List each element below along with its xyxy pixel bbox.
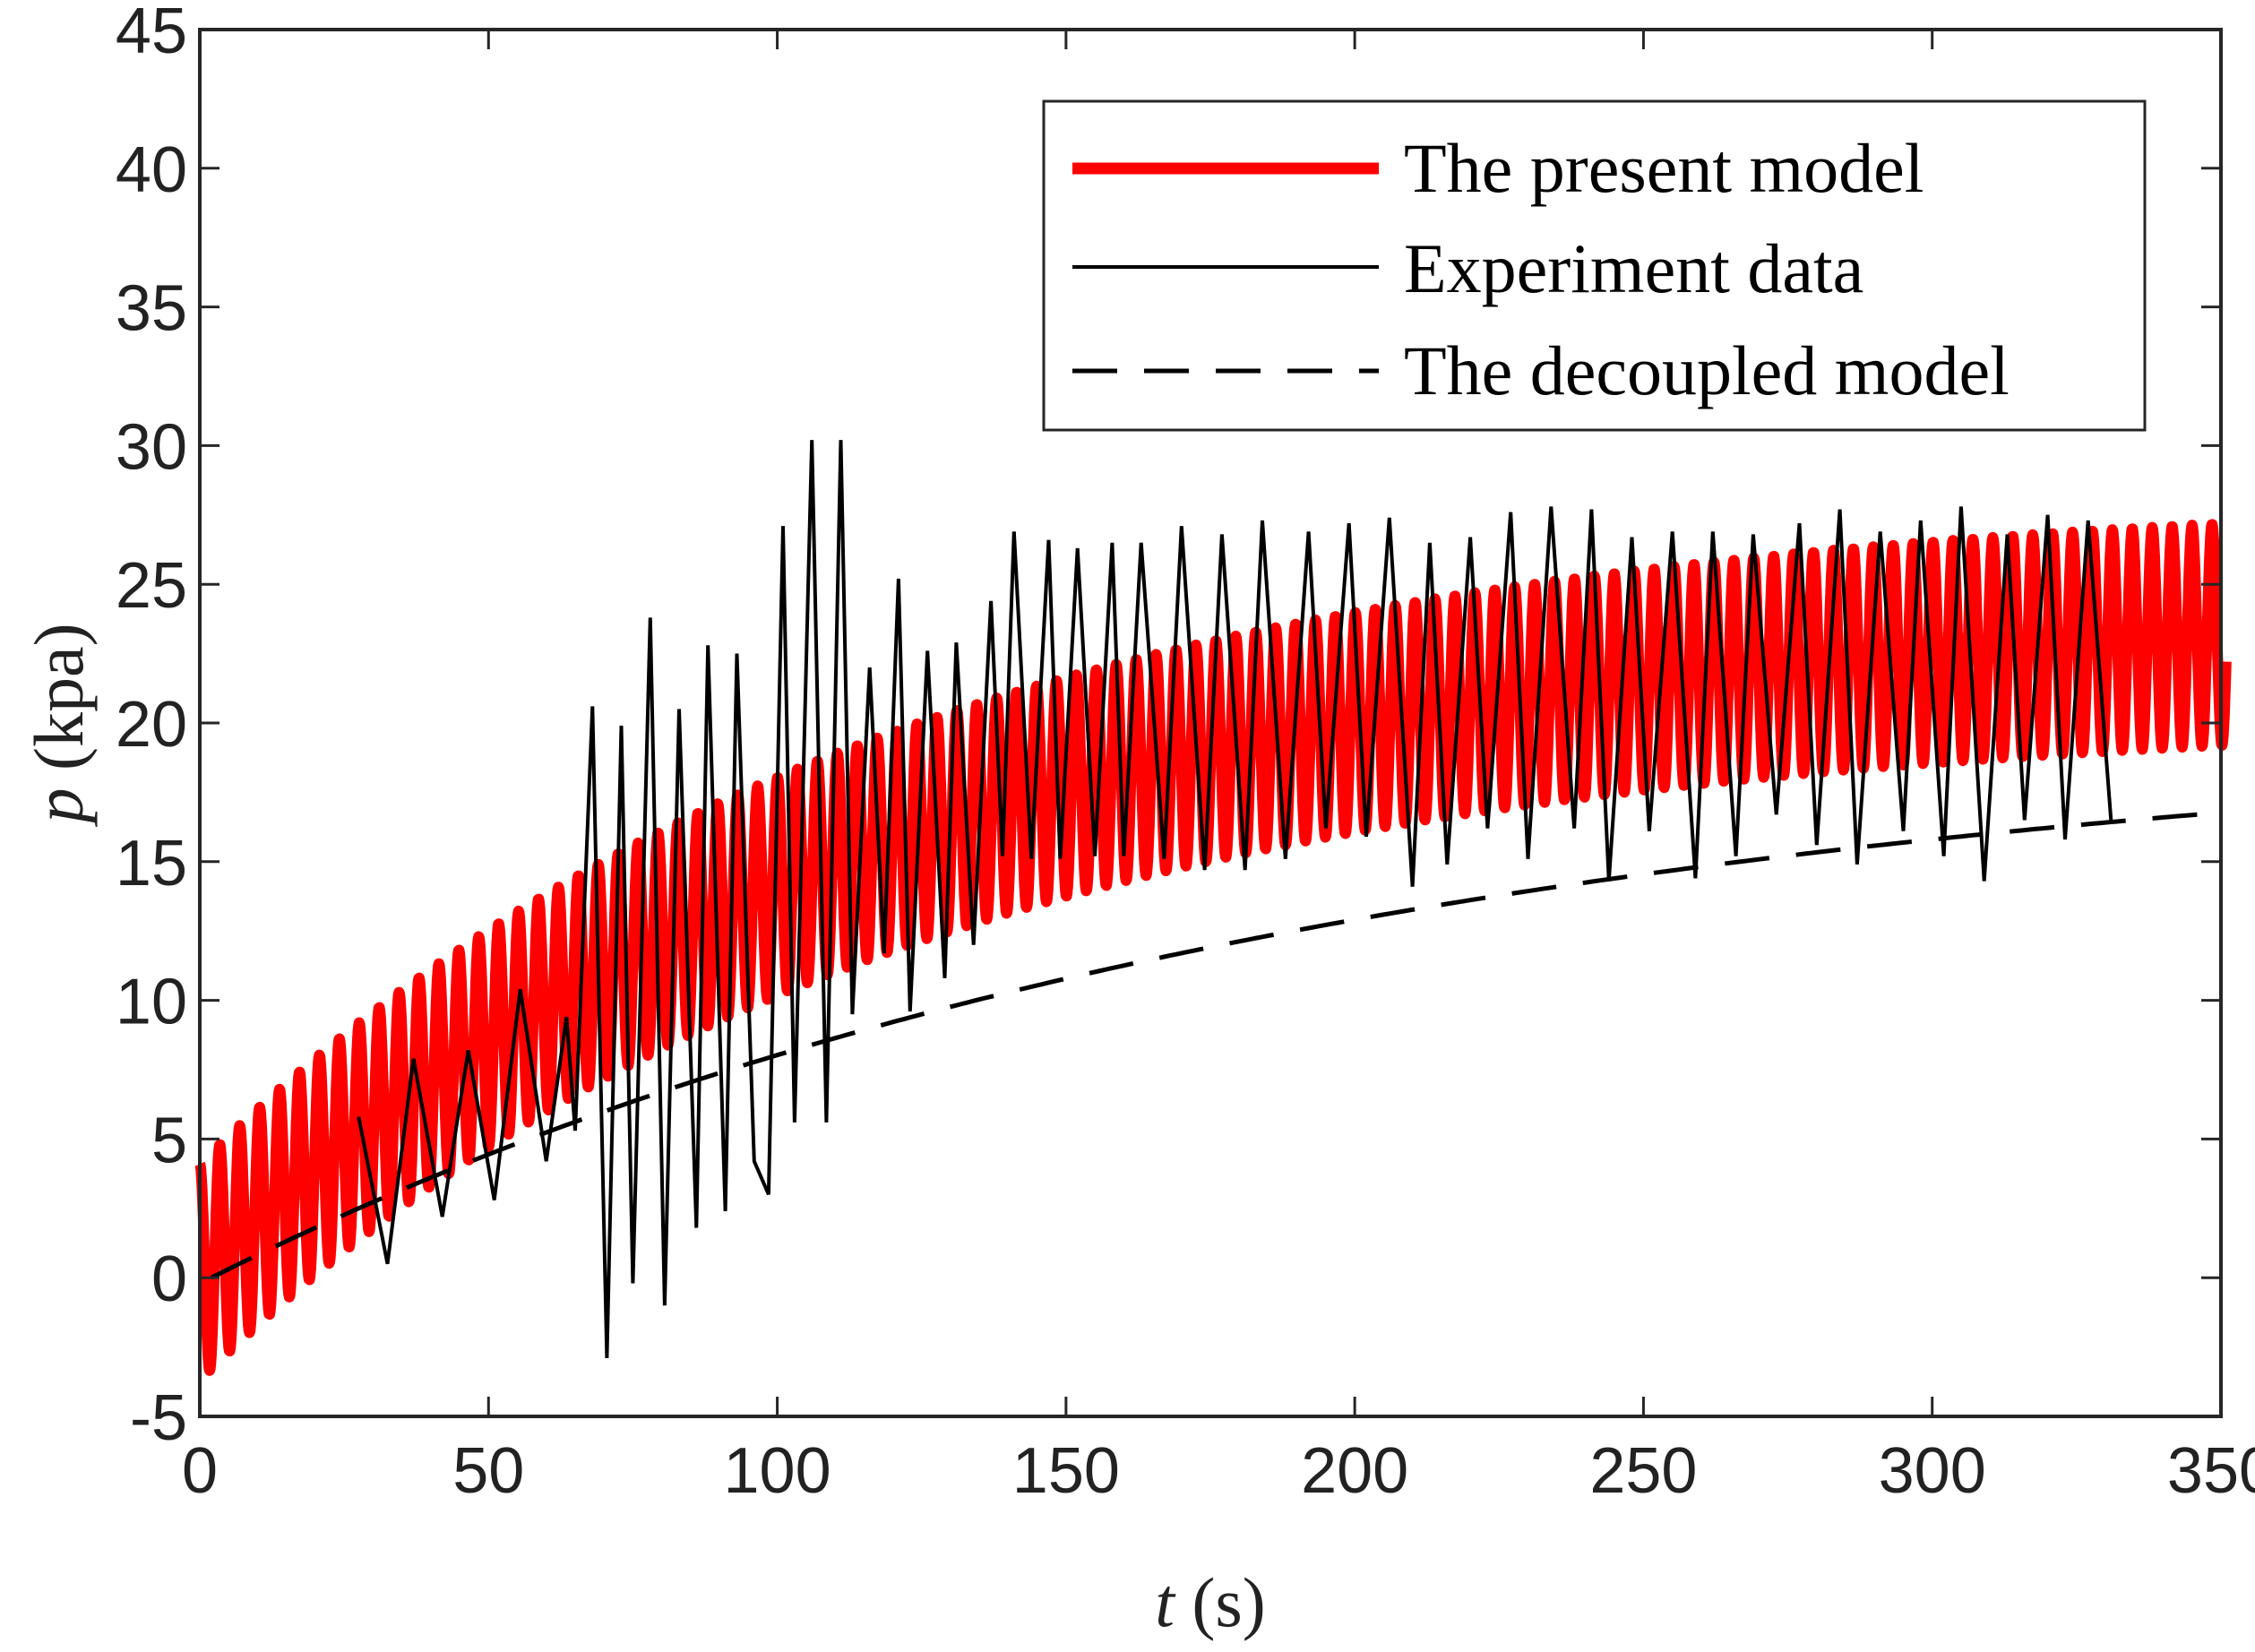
legend-label-present-model: The present model	[1404, 129, 1924, 207]
x-tick-label: 0	[182, 1435, 218, 1507]
y-axis-variable: p	[20, 788, 98, 828]
legend-label-decoupled-model: The decoupled model	[1404, 331, 2010, 409]
x-tick-label: 200	[1301, 1435, 1408, 1507]
y-tick-label: 20	[116, 689, 187, 761]
x-tick-label: 100	[724, 1435, 831, 1507]
y-tick-label: 10	[116, 967, 187, 1038]
x-tick-label: 250	[1589, 1435, 1697, 1507]
y-tick-label: 25	[116, 550, 187, 622]
y-tick-label: 35	[116, 273, 187, 345]
series-layer	[194, 440, 2232, 1376]
x-axis-unit: (s)	[1175, 1563, 1266, 1641]
y-tick-label: 0	[151, 1243, 187, 1315]
y-tick-label: 40	[116, 134, 187, 206]
x-tick-label: 350	[2167, 1435, 2255, 1507]
y-tick-label: 15	[116, 828, 187, 899]
x-tick-label: 50	[452, 1435, 524, 1507]
y-tick-label: 5	[151, 1105, 187, 1176]
x-axis-label: t (s)	[1155, 1563, 1265, 1641]
y-tick-label: -5	[130, 1382, 187, 1454]
y-axis-unit: (kpa)	[20, 623, 98, 787]
x-axis-variable: t	[1155, 1563, 1176, 1641]
x-tick-label: 300	[1879, 1435, 1986, 1507]
y-tick-label: 30	[116, 411, 187, 483]
y-axis-label: p (kpa)	[20, 623, 98, 827]
legend-label-experiment-data: Experiment data	[1404, 229, 1863, 307]
ticks-layer: 050100150200250300350-505101520253035404…	[116, 0, 2255, 1507]
series-experiment-data	[357, 440, 2113, 1359]
y-tick-label: 45	[116, 0, 187, 67]
x-tick-label: 150	[1012, 1435, 1120, 1507]
legend: The present model Experiment data The de…	[1042, 99, 2147, 432]
